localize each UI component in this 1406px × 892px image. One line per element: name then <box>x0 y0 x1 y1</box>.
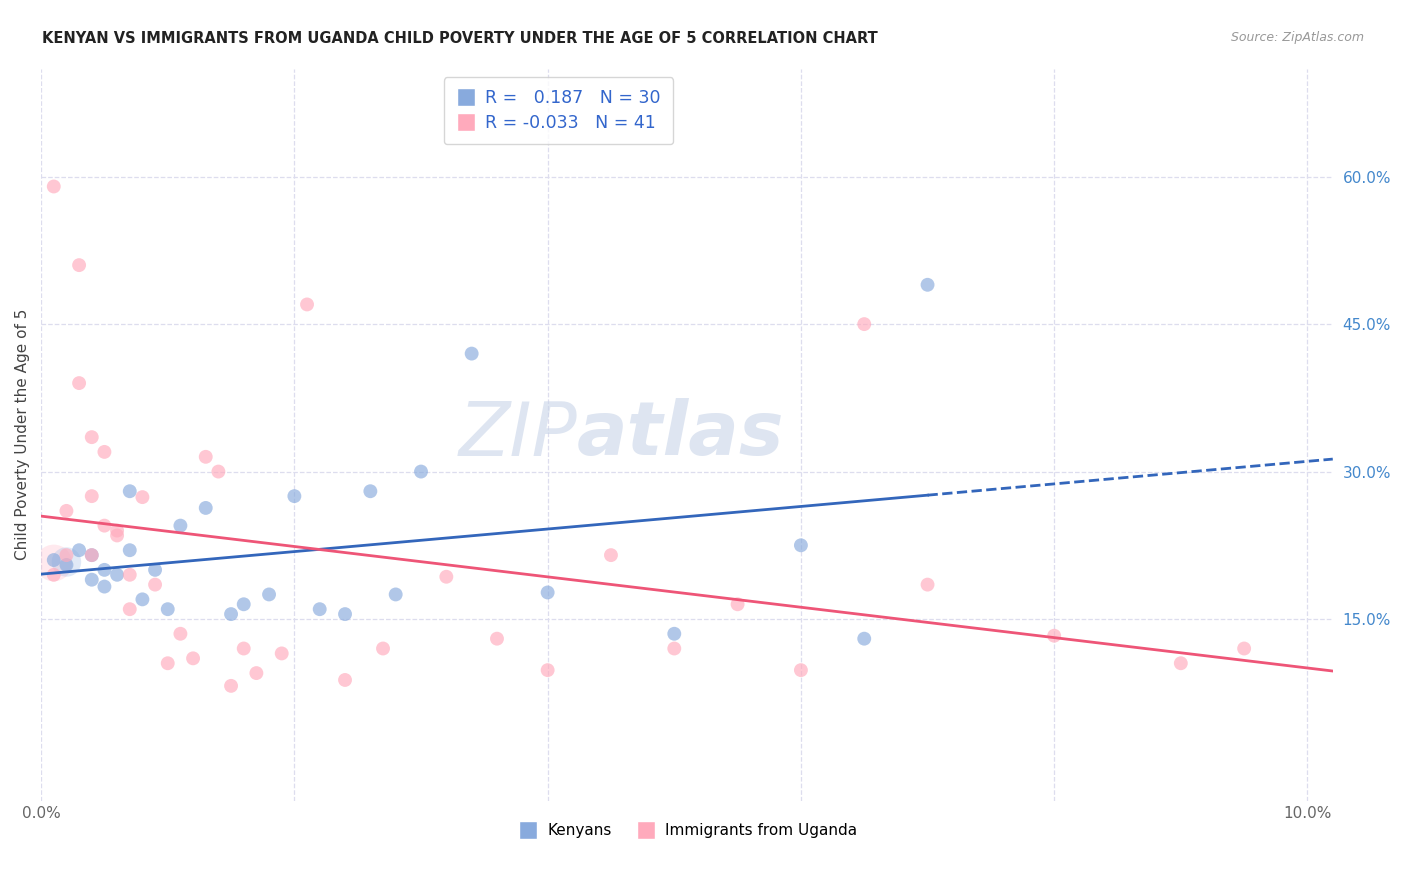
Point <box>333 607 356 621</box>
Point <box>219 679 242 693</box>
Point <box>118 567 141 582</box>
Point <box>105 524 128 538</box>
Point <box>853 632 876 646</box>
Point <box>727 597 749 611</box>
Point <box>55 555 77 569</box>
Point <box>485 632 508 646</box>
Point <box>55 558 77 572</box>
Point <box>664 626 686 640</box>
Legend: Kenyans, Immigrants from Uganda: Kenyans, Immigrants from Uganda <box>510 817 863 845</box>
Point <box>67 258 90 272</box>
Point <box>219 607 242 621</box>
Point <box>42 179 65 194</box>
Point <box>169 518 191 533</box>
Point <box>131 490 153 504</box>
Point <box>181 651 204 665</box>
Point <box>1043 629 1066 643</box>
Point <box>600 548 623 562</box>
Point <box>105 567 128 582</box>
Point <box>232 597 254 611</box>
Point <box>118 602 141 616</box>
Point <box>853 317 876 331</box>
Point <box>434 570 457 584</box>
Point <box>93 518 115 533</box>
Point <box>67 376 90 390</box>
Point <box>156 657 179 671</box>
Point <box>194 450 217 464</box>
Point <box>131 592 153 607</box>
Y-axis label: Child Poverty Under the Age of 5: Child Poverty Under the Age of 5 <box>15 309 30 560</box>
Point <box>1233 641 1256 656</box>
Point <box>537 585 560 599</box>
Point <box>42 556 65 570</box>
Point <box>790 538 813 552</box>
Point <box>359 484 381 499</box>
Point <box>143 577 166 591</box>
Point <box>384 587 406 601</box>
Point <box>80 573 103 587</box>
Point <box>42 567 65 582</box>
Text: atlas: atlas <box>576 398 785 471</box>
Point <box>460 346 482 360</box>
Point <box>917 577 939 591</box>
Point <box>80 548 103 562</box>
Point <box>257 587 280 601</box>
Point <box>664 641 686 656</box>
Point <box>67 543 90 558</box>
Point <box>118 543 141 558</box>
Point <box>80 430 103 444</box>
Point <box>93 580 115 594</box>
Point <box>55 504 77 518</box>
Point <box>283 489 305 503</box>
Text: Source: ZipAtlas.com: Source: ZipAtlas.com <box>1230 31 1364 45</box>
Point <box>143 563 166 577</box>
Point <box>93 445 115 459</box>
Point <box>308 602 330 616</box>
Point <box>270 647 292 661</box>
Point <box>371 641 394 656</box>
Point <box>232 641 254 656</box>
Point <box>105 528 128 542</box>
Point <box>169 626 191 640</box>
Point <box>790 663 813 677</box>
Point <box>118 484 141 499</box>
Point <box>537 663 560 677</box>
Point <box>1170 657 1192 671</box>
Point <box>42 553 65 567</box>
Point <box>295 297 318 311</box>
Point <box>194 500 217 515</box>
Point <box>156 602 179 616</box>
Point <box>93 563 115 577</box>
Text: ZIP: ZIP <box>458 399 576 471</box>
Point <box>207 465 229 479</box>
Point <box>333 673 356 687</box>
Point <box>917 277 939 292</box>
Point <box>245 666 267 681</box>
Point <box>80 548 103 562</box>
Point <box>55 548 77 562</box>
Point <box>80 489 103 503</box>
Point <box>409 465 432 479</box>
Text: KENYAN VS IMMIGRANTS FROM UGANDA CHILD POVERTY UNDER THE AGE OF 5 CORRELATION CH: KENYAN VS IMMIGRANTS FROM UGANDA CHILD P… <box>42 31 877 46</box>
